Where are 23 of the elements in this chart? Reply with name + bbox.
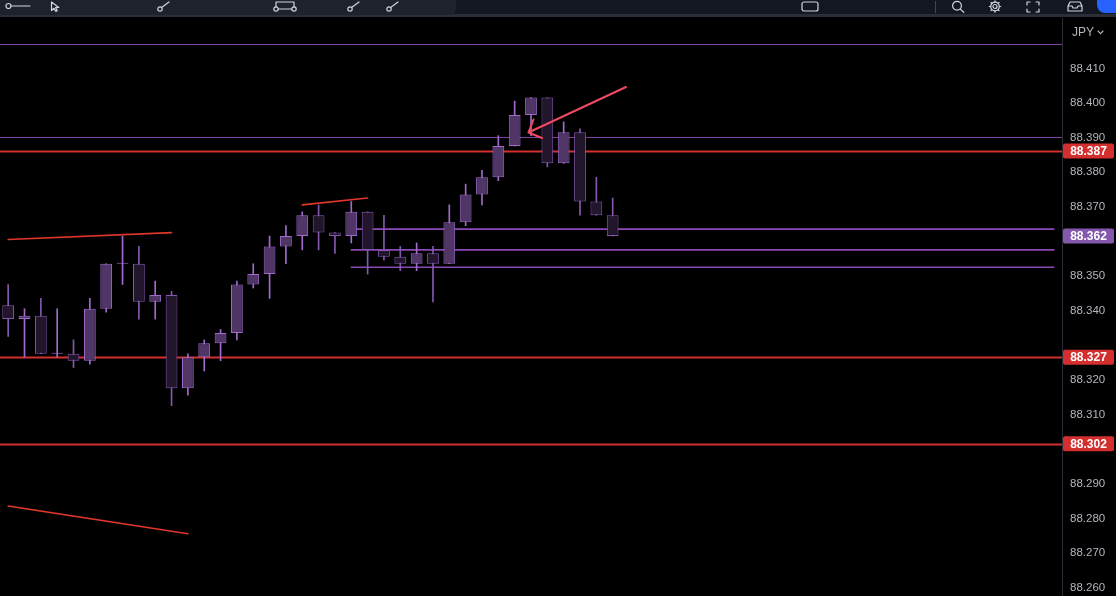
candlestick bbox=[378, 214, 390, 261]
candlestick bbox=[2, 284, 15, 337]
y-tick-label: 88.280 bbox=[1070, 511, 1106, 524]
y-tick-label: 88.270 bbox=[1070, 546, 1106, 559]
ref-line-label: 88.302 bbox=[1070, 436, 1108, 451]
y-tick-label: 88.370 bbox=[1070, 200, 1106, 213]
y-tick-label: 88.380 bbox=[1070, 165, 1106, 178]
y-tick-label: 88.320 bbox=[1070, 373, 1106, 386]
y-tick-label: 88.400 bbox=[1070, 96, 1106, 109]
candlestick bbox=[280, 225, 292, 265]
ref-line-label: 88.327 bbox=[1070, 350, 1108, 364]
y-tick-label: 88.260 bbox=[1070, 580, 1106, 593]
y-tick-label: 88.350 bbox=[1070, 269, 1106, 282]
y-tick-label: 88.390 bbox=[1070, 130, 1106, 143]
y-tick-label: 88.340 bbox=[1070, 303, 1106, 316]
ref-line-label: 88.387 bbox=[1070, 143, 1108, 158]
candlestick bbox=[427, 246, 439, 303]
text: 88.362 bbox=[1070, 228, 1108, 243]
y-tick-label: 88.310 bbox=[1070, 407, 1106, 420]
candlestick bbox=[149, 280, 162, 320]
y-axis-title: JPY bbox=[1072, 25, 1095, 39]
y-tick-label: 88.290 bbox=[1070, 476, 1106, 489]
y-tick-label: 88.410 bbox=[1070, 61, 1106, 74]
